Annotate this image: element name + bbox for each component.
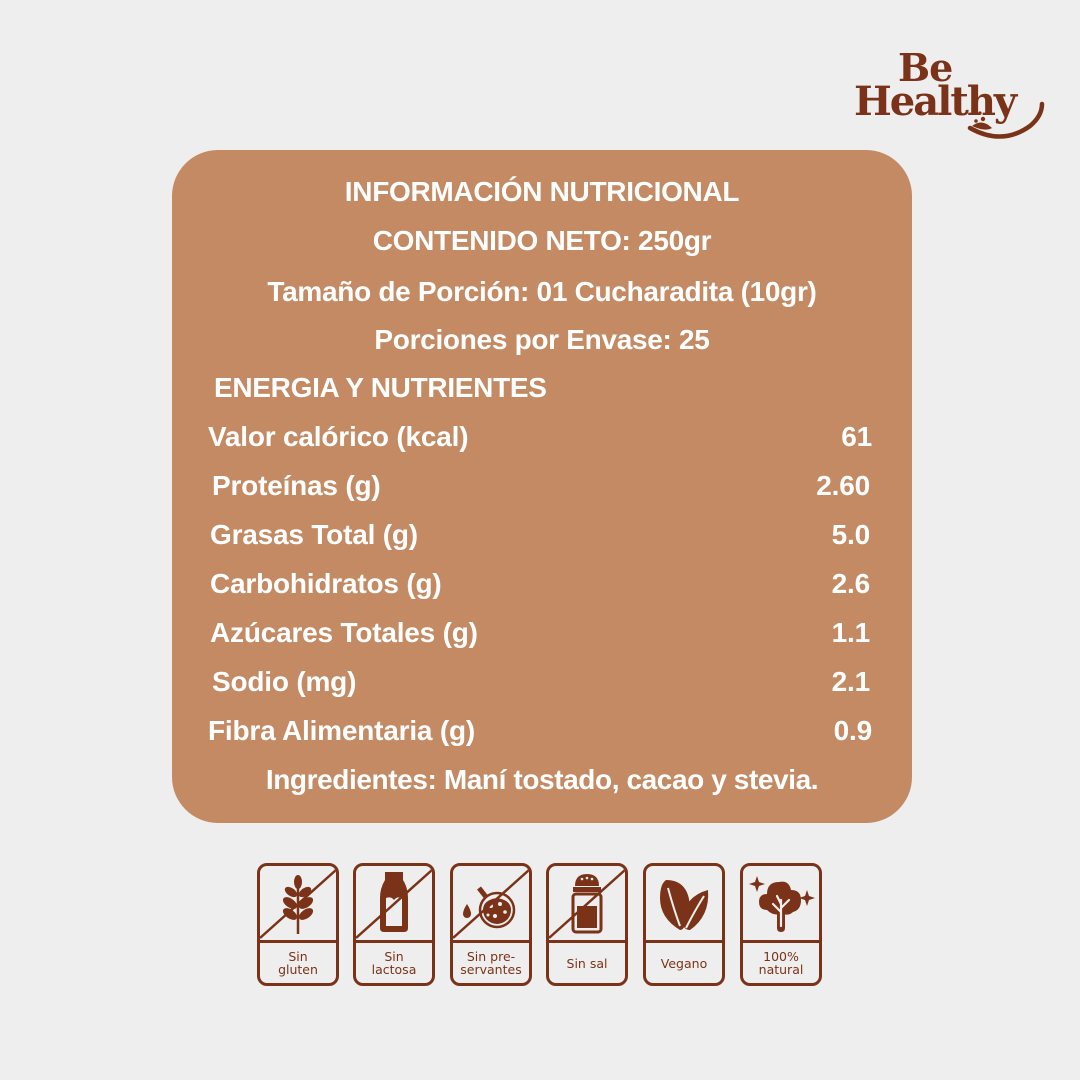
nutrient-row: Fibra Alimentaria (g) 0.9 (208, 711, 872, 751)
badge-caption: Sin lactosa (371, 949, 417, 977)
badge-divider (549, 940, 625, 943)
badge-gluten-free: Sin gluten (257, 863, 339, 986)
badge-caption: Sin pre- servantes (460, 949, 522, 977)
nutrient-label: Fibra Alimentaria (g) (208, 715, 476, 746)
nutrient-label: Valor calórico (kcal) (208, 421, 469, 452)
badge-caption: 100% natural (758, 949, 804, 977)
splash-swoosh-icon (967, 101, 1045, 139)
badge-divider (260, 940, 336, 943)
nutrient-label: Carbohidratos (g) (210, 568, 442, 599)
salt-shaker-crossed-icon (549, 866, 625, 940)
nutrient-value: 2.1 (831, 666, 871, 697)
badge-caption: Sin gluten (278, 949, 318, 977)
badge-preservative-free: Sin pre- servantes (450, 863, 532, 986)
brand-logo: Be Healthy (852, 48, 1052, 148)
servings-per-container: Porciones por Envase: 25 (374, 324, 710, 355)
nutrient-value: 61 (841, 421, 872, 452)
nutrient-row: Grasas Total (g) 5.0 (210, 515, 870, 555)
section-heading: ENERGIA Y NUTRIENTES (214, 372, 547, 403)
badge-caption: Vegano (660, 955, 708, 971)
nutrient-row: Sodio (mg) 2.1 (212, 662, 870, 702)
badge-divider (743, 940, 819, 943)
leaves-icon (646, 866, 722, 940)
wheat-crossed-icon (260, 866, 336, 940)
flask-crossed-icon (453, 866, 529, 940)
ingredients-text: Ingredientes: Maní tostado, cacao y stev… (265, 764, 819, 795)
badge-divider (356, 940, 432, 943)
nutrient-row: Valor calórico (kcal) 61 (208, 417, 872, 457)
tree-sparkle-icon (743, 866, 819, 940)
badge-lactose-free: Sin lactosa (353, 863, 435, 986)
product-badges: Sin gluten Sin lactosa (257, 863, 827, 987)
nutrient-row: Carbohidratos (g) 2.6 (210, 564, 870, 604)
logo-text-be: Be (898, 45, 953, 90)
nutrient-label: Grasas Total (g) (210, 519, 418, 550)
nutrient-row: Proteínas (g) 2.60 (212, 466, 870, 506)
nutrient-value: 2.6 (831, 568, 871, 599)
logo-text-healthy: Healthy (854, 78, 1017, 125)
serving-size: Tamaño de Porción: 01 Cucharadita (10gr) (267, 276, 817, 307)
nutrient-value: 1.1 (831, 617, 871, 648)
nutrient-value: 5.0 (831, 519, 871, 550)
nutrient-label: Azúcares Totales (g) (210, 617, 478, 648)
nutrition-facts-panel: INFORMACIÓN NUTRICIONAL CONTENIDO NETO: … (172, 150, 912, 823)
badge-natural: 100% natural (740, 863, 822, 986)
badge-divider (646, 940, 722, 943)
badge-divider (453, 940, 529, 943)
nutrient-row: Azúcares Totales (g) 1.1 (210, 613, 870, 653)
nutrient-value: 0.9 (833, 715, 873, 746)
panel-title: INFORMACIÓN NUTRICIONAL (344, 176, 740, 207)
nutrient-value: 2.60 (816, 470, 870, 501)
nutrient-label: Sodio (mg) (212, 666, 357, 697)
badge-salt-free: Sin sal (546, 863, 628, 986)
nutrient-label: Proteínas (g) (212, 470, 381, 501)
net-content: CONTENIDO NETO: 250gr (372, 225, 712, 256)
milk-bottle-crossed-icon (356, 866, 432, 940)
badge-vegan: Vegano (643, 863, 725, 986)
badge-caption: Sin sal (566, 955, 608, 971)
